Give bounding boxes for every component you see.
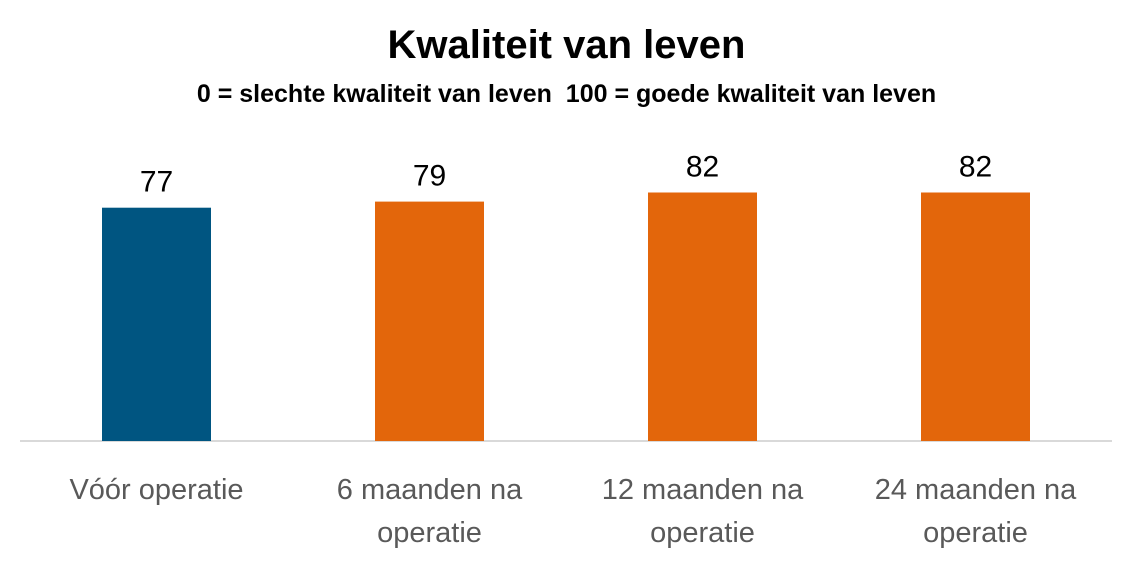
chart-title: Kwaliteit van leven [387, 23, 746, 67]
category-label-line: 6 maanden na [337, 474, 523, 506]
bar-3 [648, 192, 757, 441]
data-label-2: 79 [413, 160, 446, 193]
category-label-2: 6 maanden na operatie [337, 474, 523, 549]
chart-subtitle: 0 = slechte kwaliteit van leven 100 = go… [196, 80, 937, 108]
data-label-4: 82 [959, 151, 992, 184]
category-label-line: Vóór operatie [69, 474, 243, 506]
bar-1 [102, 207, 211, 441]
category-label-3: 12 maanden na operatie [602, 474, 804, 549]
category-label-line: 24 maanden na [875, 474, 1077, 506]
category-label-line: operatie [923, 517, 1028, 549]
data-label-3: 82 [686, 151, 719, 184]
bar-4 [921, 192, 1030, 441]
category-label-4: 24 maanden na operatie [875, 474, 1077, 549]
bar-2 [375, 201, 484, 441]
data-label-1: 77 [140, 166, 173, 199]
category-label-line: operatie [650, 517, 755, 549]
category-label-line: operatie [377, 517, 482, 549]
category-label-line: 12 maanden na [602, 474, 804, 506]
category-label-1: Vóór operatie [69, 474, 243, 506]
